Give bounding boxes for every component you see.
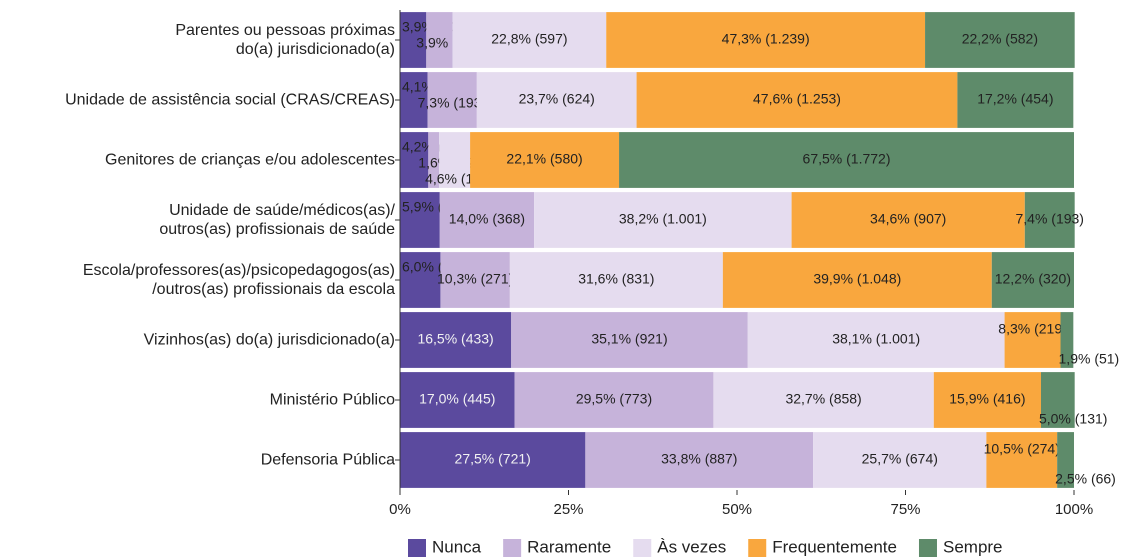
bar-segment bbox=[585, 432, 814, 488]
bar-segment bbox=[933, 372, 1041, 428]
category-label: Defensoria Pública bbox=[260, 451, 395, 469]
legend-swatch bbox=[503, 539, 522, 557]
value-label: 7,3% (193) bbox=[418, 95, 486, 111]
value-label: 33,8% (887) bbox=[661, 451, 737, 467]
value-label: 29,5% (773) bbox=[576, 391, 652, 407]
x-tick-label: 50% bbox=[722, 501, 752, 518]
value-label: 25,7% (674) bbox=[862, 451, 938, 467]
bar-segment bbox=[636, 72, 958, 128]
bar-segment bbox=[986, 432, 1058, 488]
value-label: 17,0% (445) bbox=[419, 391, 495, 407]
value-label: 39,9% (1.048) bbox=[813, 271, 901, 287]
value-label: 67,5% (1.772) bbox=[803, 151, 891, 167]
bar-segment bbox=[470, 132, 620, 188]
value-label: 38,2% (1.001) bbox=[619, 211, 707, 227]
value-label: 22,8% (597) bbox=[491, 31, 567, 47]
bar-segment bbox=[957, 72, 1074, 128]
bar-segment bbox=[722, 252, 992, 308]
x-tick-label: 0% bbox=[389, 501, 411, 518]
bar-segment bbox=[514, 372, 714, 428]
bar-segment bbox=[400, 72, 428, 128]
bar-segment bbox=[925, 12, 1075, 68]
legend-swatch bbox=[633, 539, 652, 557]
value-label: 32,7% (858) bbox=[785, 391, 861, 407]
bar-segment bbox=[427, 72, 477, 128]
bar-segment bbox=[509, 252, 723, 308]
bar-segment bbox=[1040, 372, 1075, 428]
bar-segment bbox=[440, 252, 510, 308]
bar-segment bbox=[1057, 432, 1074, 488]
bar-segment bbox=[400, 12, 427, 68]
category-label: Parentes ou pessoas próximas do(a) juris… bbox=[175, 22, 395, 58]
value-label: 31,6% (831) bbox=[578, 271, 654, 287]
bar-segment bbox=[476, 72, 637, 128]
value-label: 1,9% (51) bbox=[1059, 351, 1120, 367]
category-label: Genitores de crianças e/ou adolescentes bbox=[105, 151, 395, 169]
value-label: 23,7% (624) bbox=[519, 91, 595, 107]
value-label: 10,3% (271) bbox=[437, 271, 513, 287]
bar-segment bbox=[991, 252, 1074, 308]
value-label: 17,2% (454) bbox=[977, 91, 1053, 107]
value-label: 34,6% (907) bbox=[870, 211, 946, 227]
legend-swatch bbox=[748, 539, 767, 557]
value-label: 7,4% (193) bbox=[1015, 211, 1083, 227]
bar-segment bbox=[511, 312, 748, 368]
category-label: Unidade de assistência social (CRAS/CREA… bbox=[65, 91, 395, 109]
value-label: 35,1% (921) bbox=[591, 331, 667, 347]
bar-segment bbox=[439, 192, 535, 248]
bar-segment bbox=[747, 312, 1005, 368]
bar-segment bbox=[1060, 312, 1074, 368]
value-label: 38,1% (1.001) bbox=[832, 331, 920, 347]
bar-segment bbox=[439, 132, 471, 188]
value-label: 22,1% (580) bbox=[506, 151, 582, 167]
x-tick-label: 25% bbox=[553, 501, 583, 518]
bar-segment bbox=[452, 12, 607, 68]
legend-swatch bbox=[408, 539, 426, 557]
x-tick-label: 100% bbox=[1055, 501, 1093, 518]
value-label: 2,5% (66) bbox=[1055, 471, 1116, 487]
value-label: 14,0% (368) bbox=[449, 211, 525, 227]
category-label: Unidade de saúde/médicos(as)/ outros(as)… bbox=[159, 202, 395, 238]
value-label: 16,5% (433) bbox=[417, 331, 493, 347]
bar-segment bbox=[1024, 192, 1075, 248]
bar-segment bbox=[713, 372, 934, 428]
bar-segment bbox=[400, 432, 586, 488]
legend-swatch bbox=[918, 539, 937, 557]
value-label: 47,3% (1.239) bbox=[722, 31, 810, 47]
legend-label: Frequentemente bbox=[772, 537, 897, 556]
category-label: Escola/professores(as)/psicopedagogos(as… bbox=[82, 262, 395, 298]
x-tick-label: 75% bbox=[890, 501, 920, 518]
bar-segment bbox=[1004, 312, 1061, 368]
legend-label: Raramente bbox=[527, 537, 611, 556]
value-label: 10,5% (274) bbox=[984, 441, 1060, 457]
legend-label: Sempre bbox=[943, 537, 1003, 556]
value-label: 27,5% (721) bbox=[455, 451, 531, 467]
value-label: 5,0% (131) bbox=[1039, 411, 1107, 427]
bar-segment bbox=[400, 132, 429, 188]
bar-segment bbox=[791, 192, 1025, 248]
bar-segment bbox=[400, 252, 441, 308]
bar-segment bbox=[428, 132, 440, 188]
legend-label: Nunca bbox=[432, 537, 482, 556]
value-label: 8,3% (219) bbox=[998, 321, 1066, 337]
legend-label: Às vezes bbox=[657, 537, 726, 556]
bar-segment bbox=[400, 372, 515, 428]
value-label: 15,9% (416) bbox=[949, 391, 1025, 407]
bar-segment bbox=[813, 432, 987, 488]
bar-segment bbox=[534, 192, 792, 248]
bar-segment bbox=[619, 132, 1074, 188]
category-label: Ministério Público bbox=[269, 391, 395, 409]
value-label: 12,2% (320) bbox=[995, 271, 1071, 287]
bar-segment bbox=[400, 192, 440, 248]
bar-segment bbox=[606, 12, 926, 68]
value-label: 22,2% (582) bbox=[962, 31, 1038, 47]
value-label: 47,6% (1.253) bbox=[753, 91, 841, 107]
bar-segment bbox=[400, 312, 512, 368]
bar-segment bbox=[426, 12, 453, 68]
category-label: Vizinhos(as) do(a) jurisdicionado(a) bbox=[143, 331, 395, 349]
